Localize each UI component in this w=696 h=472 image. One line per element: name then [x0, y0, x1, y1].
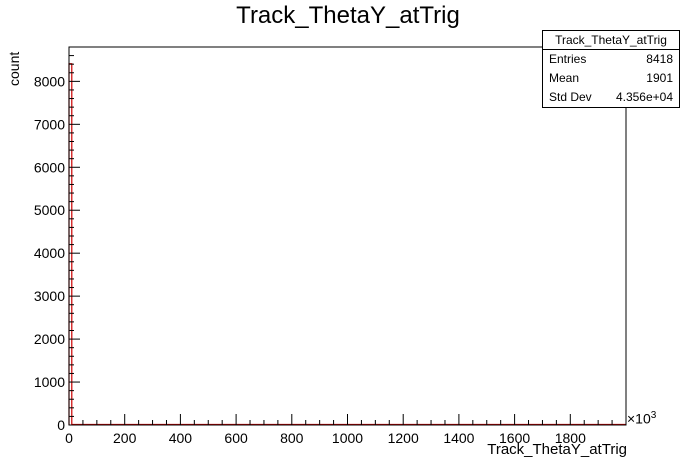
x-tick-label: 800	[280, 430, 304, 446]
x-tick-label: 200	[113, 430, 137, 446]
x-tick-label: 400	[169, 430, 193, 446]
x-axis-label: Track_ThetaY_atTrig	[487, 441, 627, 458]
x-tick-label: 0	[65, 430, 73, 446]
entries-label: Entries	[549, 52, 587, 66]
y-tick-label: 5000	[34, 202, 65, 218]
mean-label: Mean	[549, 71, 580, 85]
x-tick-label: 600	[224, 430, 248, 446]
y-tick-label: 6000	[34, 159, 65, 175]
chart-title: Track_ThetaY_atTrig	[236, 2, 460, 29]
y-tick-label: 2000	[34, 331, 65, 347]
stddev-label: Std Dev	[549, 90, 592, 104]
x-tick-label: 1800	[555, 430, 586, 446]
stats-box: Track_ThetaY_atTrig Entries 8418 Mean 19…	[542, 30, 680, 108]
stats-row-stddev: Std Dev 4.356e+04	[543, 88, 679, 107]
y-tick-label: 8000	[34, 73, 65, 89]
x-tick-label: 1000	[332, 430, 363, 446]
x-tick-label: 1600	[499, 430, 530, 446]
x-tick-label: 1200	[388, 430, 419, 446]
y-tick-label: 7000	[34, 116, 65, 132]
stats-row-entries: Entries 8418	[543, 50, 679, 69]
stddev-value: 4.356e+04	[615, 90, 673, 104]
x-tick-label: 1400	[443, 430, 474, 446]
y-tick-label: 0	[57, 417, 65, 433]
stats-title: Track_ThetaY_atTrig	[543, 31, 679, 50]
entries-value: 8418	[646, 52, 673, 66]
y-tick-label: 4000	[34, 245, 65, 261]
plot-frame	[68, 46, 627, 426]
mean-value: 1901	[646, 71, 673, 85]
x-axis-exponent: ×103	[627, 410, 657, 427]
y-tick-label: 3000	[34, 288, 65, 304]
stats-row-mean: Mean 1901	[543, 69, 679, 88]
y-axis-label: count	[6, 51, 22, 86]
y-tick-label: 1000	[34, 374, 65, 390]
